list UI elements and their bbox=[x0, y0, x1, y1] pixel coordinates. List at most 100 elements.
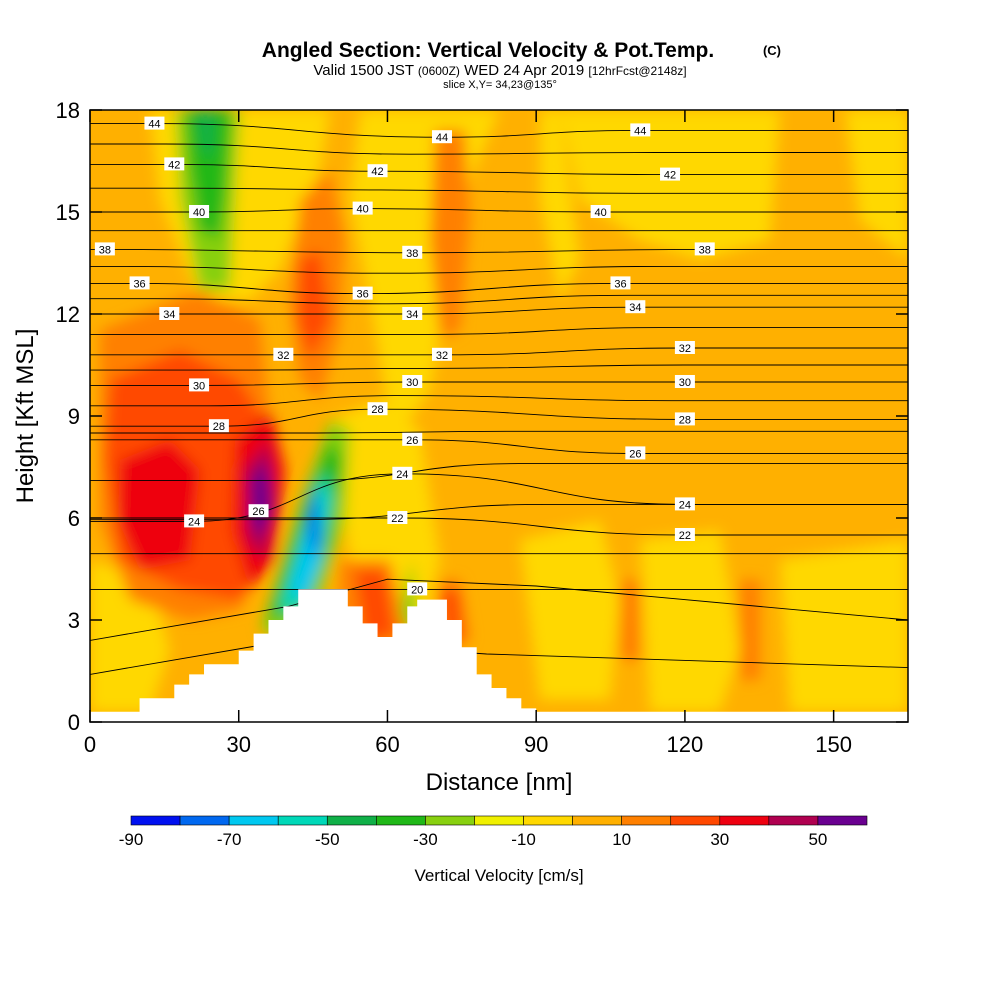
contour-label-box bbox=[402, 307, 423, 320]
velocity-region bbox=[845, 110, 908, 260]
contour-label: 30 bbox=[189, 378, 210, 392]
contour-label-box bbox=[144, 116, 165, 130]
colorbar-swatch bbox=[474, 815, 524, 826]
y-tick-label: 15 bbox=[56, 200, 80, 225]
colorbar-swatch bbox=[130, 815, 181, 826]
contour-label-text: 30 bbox=[193, 380, 205, 392]
colorbar-swatch bbox=[768, 815, 819, 826]
contour-label-text: 34 bbox=[629, 302, 641, 314]
contour-line bbox=[90, 463, 908, 482]
contour-label-text: 34 bbox=[406, 309, 418, 321]
contour-label-text: 34 bbox=[163, 309, 175, 321]
contour-label-box bbox=[367, 164, 388, 178]
terrain bbox=[90, 589, 908, 722]
contour-label: 34 bbox=[625, 300, 646, 314]
contour-label-box bbox=[189, 378, 210, 392]
contour-label: 38 bbox=[402, 245, 423, 260]
contour-label-box bbox=[273, 347, 294, 361]
contour-label-text: 38 bbox=[699, 244, 711, 256]
contour-label-box bbox=[184, 514, 205, 528]
velocity-region bbox=[780, 540, 908, 712]
colorbar-label: 10 bbox=[612, 830, 631, 849]
contour-label-box bbox=[248, 504, 269, 518]
colorbar-label: 30 bbox=[710, 830, 729, 849]
contour-line bbox=[90, 364, 908, 371]
contour-label-text: 38 bbox=[406, 248, 418, 260]
contour-label-text: 42 bbox=[664, 170, 676, 182]
velocity-region bbox=[640, 530, 740, 712]
contour-label-box bbox=[129, 276, 150, 290]
contour-label: 44 bbox=[431, 130, 452, 144]
contour-label: 32 bbox=[674, 341, 695, 355]
contour-label-text: 40 bbox=[595, 207, 607, 219]
colorbar-label: -10 bbox=[511, 830, 536, 849]
contour-label-box bbox=[402, 245, 423, 259]
contour-label-text: 36 bbox=[614, 278, 626, 290]
contour-label: 28 bbox=[674, 412, 695, 426]
contour-label-box bbox=[694, 242, 715, 256]
contour-label-box bbox=[674, 341, 695, 354]
colorbar-swatch bbox=[425, 815, 475, 826]
contour-label-text: 30 bbox=[679, 377, 691, 389]
contour-label-text: 32 bbox=[277, 350, 289, 362]
contour-label-text: 28 bbox=[213, 421, 225, 433]
contour-label-text: 32 bbox=[679, 343, 691, 355]
contour-label-text: 24 bbox=[396, 469, 408, 481]
contour-label-box bbox=[625, 446, 646, 460]
colorbar-label: -50 bbox=[315, 830, 340, 849]
contour-line bbox=[90, 430, 908, 434]
contour-line bbox=[90, 265, 908, 274]
contour-line bbox=[90, 208, 908, 213]
contour-label-box bbox=[387, 511, 408, 524]
velocity-region bbox=[355, 570, 395, 640]
velocity-region bbox=[540, 110, 580, 300]
contour-label: 42 bbox=[164, 157, 185, 171]
contour-label: 30 bbox=[674, 375, 695, 389]
contour-label: 24 bbox=[392, 466, 413, 481]
contour-label-box bbox=[189, 205, 210, 218]
colorbar-swatch bbox=[179, 815, 230, 826]
contour-label: 32 bbox=[431, 347, 452, 362]
colorbar-swatch bbox=[670, 815, 721, 826]
contour-label-box bbox=[94, 242, 115, 256]
colorbar-swatch bbox=[621, 815, 672, 826]
contour-label-box bbox=[352, 201, 373, 215]
velocity-region bbox=[118, 440, 200, 570]
contour-line bbox=[90, 408, 908, 427]
contour-label-box bbox=[159, 307, 180, 320]
contour-label-text: 24 bbox=[188, 516, 200, 528]
contour-label-box bbox=[431, 347, 452, 361]
contour-label-text: 36 bbox=[357, 289, 369, 301]
contour-label-box bbox=[392, 466, 413, 480]
contour-label-text: 40 bbox=[193, 207, 205, 219]
contour-line bbox=[90, 347, 908, 356]
contour-label-text: 44 bbox=[634, 125, 646, 137]
colorbar-label: 50 bbox=[808, 830, 827, 849]
contour-label: 38 bbox=[94, 242, 115, 256]
contour-label: 28 bbox=[367, 402, 388, 416]
contour-label: 24 bbox=[184, 514, 205, 528]
valid-date: WED 24 Apr 2019 bbox=[464, 62, 584, 79]
velocity-region bbox=[298, 250, 330, 360]
y-tick-label: 18 bbox=[56, 98, 80, 123]
contour-label-text: 42 bbox=[168, 159, 180, 171]
contour-label-box bbox=[590, 205, 611, 218]
y-tick-label: 0 bbox=[68, 710, 80, 735]
velocity-region bbox=[520, 520, 620, 700]
colorbar-label: -70 bbox=[217, 830, 242, 849]
colorbar-title: Vertical Velocity [cm/s] bbox=[414, 866, 583, 885]
colorbar-swatch bbox=[719, 815, 770, 826]
pot-temp-contours bbox=[90, 123, 908, 675]
y-tick-label: 3 bbox=[68, 608, 80, 633]
colorbar-label: -30 bbox=[413, 830, 438, 849]
contour-label: 36 bbox=[610, 276, 631, 290]
contour-label-box bbox=[674, 412, 695, 426]
contour-label-box bbox=[164, 157, 185, 171]
y-tick-label: 6 bbox=[68, 506, 80, 531]
velocity-field bbox=[90, 110, 908, 712]
contour-label-text: 38 bbox=[99, 244, 111, 256]
x-tick-label: 30 bbox=[226, 732, 250, 757]
